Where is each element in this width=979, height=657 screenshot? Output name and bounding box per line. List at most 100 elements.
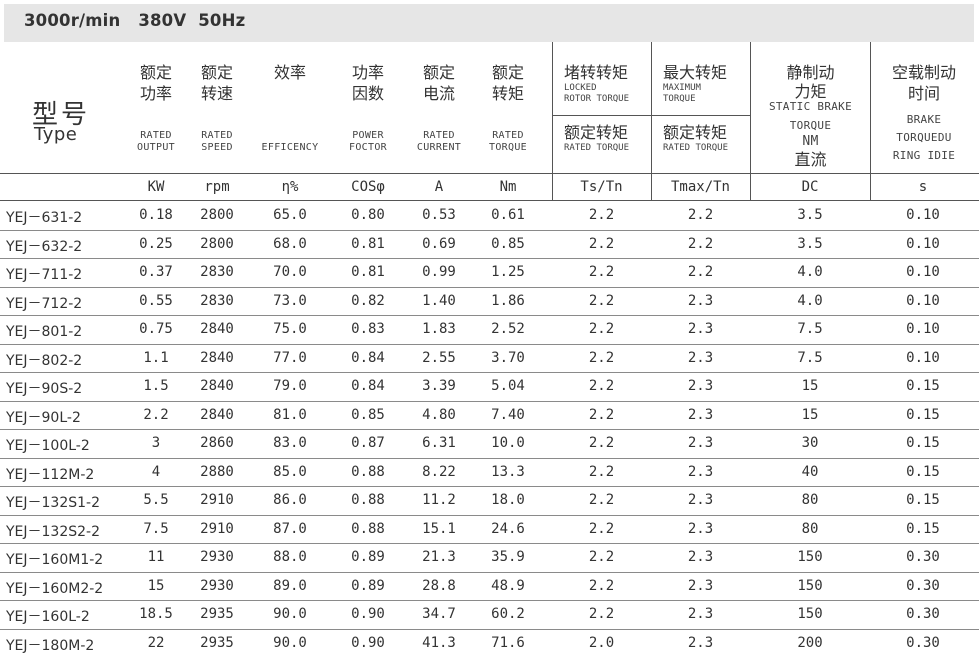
col-locked-rated-torque: 额定转矩 RATED TORQUE (564, 123, 630, 153)
value-cell: 3.70 (491, 349, 525, 366)
value-cell: 0.82 (351, 292, 385, 309)
value-cell: 2.55 (422, 349, 456, 366)
table-row: YEJ－801-2 0.75 2840 75.0 0.83 1.83 2.52 2.2 2.3 7… (0, 316, 979, 345)
row-divider (0, 258, 979, 259)
value-cell: 0.15 (906, 435, 940, 451)
value-cell: 4.0 (797, 264, 823, 280)
value-cell: 0.15 (906, 492, 940, 508)
value-cell: 0.61 (491, 207, 525, 223)
value-cell: 0.88 (351, 492, 385, 508)
value-cell: 34.7 (422, 606, 456, 622)
value-cell: 87.0 (273, 520, 307, 537)
value-cell: 0.25 (139, 235, 173, 252)
divider-maximum (651, 42, 652, 201)
row-divider (0, 486, 979, 487)
value-cell: 0.30 (906, 549, 940, 565)
value-cell: 2860 (200, 435, 234, 451)
value-cell: 150 (797, 606, 823, 622)
value-cell: 2.3 (687, 549, 714, 565)
type-label-cn: 型号 (32, 100, 91, 130)
value-cell: 0.80 (351, 207, 385, 223)
value-cell: 2.2 (588, 549, 615, 565)
table-row: YEJ－160L-2 18.5 2935 90.0 0.90 34.7 60.2 2.2 2.3… (0, 601, 979, 630)
unit-max-ratio: Tmax/Tn (670, 179, 730, 195)
value-cell: 85.0 (273, 463, 307, 480)
value-cell: 200 (797, 634, 823, 651)
model-cell: YEJ－100L-2 (6, 438, 90, 454)
value-cell: 2.0 (588, 634, 615, 651)
value-cell: 2840 (200, 321, 234, 337)
value-cell: 15 (801, 406, 819, 423)
row-divider (0, 372, 979, 373)
value-cell: 4 (151, 463, 161, 480)
model-cell: YEJ－801-2 (6, 324, 83, 340)
col-efficiency: 效率 EFFICENCY (261, 63, 319, 153)
value-cell: 0.85 (491, 235, 525, 252)
row-divider (0, 600, 979, 601)
value-cell: 7.5 (143, 520, 169, 537)
value-cell: 2.52 (491, 321, 525, 337)
divider-idle (870, 42, 871, 201)
value-cell: 79.0 (273, 378, 307, 394)
value-cell: 3.5 (797, 235, 823, 252)
model-cell: YEJ－90L-2 (6, 409, 81, 426)
value-cell: 5.04 (491, 378, 525, 394)
table-header: 型号 Type 额定 功率 RATED OUTPUT 额定 转速 RATED S… (0, 42, 979, 201)
row-divider (0, 286, 979, 288)
header-bottom-line (0, 200, 979, 201)
value-cell: 0.99 (422, 264, 456, 280)
value-cell: 18.0 (491, 492, 525, 508)
value-cell: 0.88 (351, 463, 385, 480)
value-cell: 0.15 (906, 378, 940, 394)
value-cell: 0.18 (139, 207, 173, 223)
value-cell: 2.2 (588, 463, 615, 480)
value-cell: 150 (797, 549, 823, 565)
value-cell: 2.2 (588, 264, 615, 280)
value-cell: 0.90 (351, 634, 385, 651)
value-cell: 1.1 (143, 349, 169, 366)
unit-efficiency: η% (281, 179, 299, 195)
value-cell: 89.0 (273, 577, 307, 594)
value-cell: 2.3 (687, 606, 714, 622)
value-cell: 81.0 (273, 406, 307, 423)
value-cell: 4.80 (422, 406, 456, 423)
value-cell: 7.5 (797, 321, 823, 337)
value-cell: 28.8 (422, 577, 456, 594)
col-rated-current: 额定 电流 RATED CURRENT (416, 63, 462, 153)
value-cell: 35.9 (491, 549, 525, 565)
value-cell: 90.0 (273, 634, 307, 651)
value-cell: 2.3 (687, 577, 714, 594)
value-cell: 2930 (200, 549, 234, 565)
value-cell: 0.87 (351, 435, 385, 451)
unit-output: KW (147, 179, 165, 195)
value-cell: 2.3 (687, 463, 714, 480)
value-cell: 0.10 (906, 235, 940, 252)
value-cell: 2.2 (588, 492, 615, 508)
model-cell: YEJ－180M-2 (6, 637, 95, 654)
value-cell: 15 (147, 577, 165, 594)
value-cell: 11.2 (422, 492, 456, 508)
value-cell: 2840 (200, 406, 234, 423)
value-cell: 1.5 (143, 378, 169, 394)
value-cell: 0.75 (139, 321, 173, 337)
value-cell: 0.81 (351, 264, 385, 280)
col-locked-rotor-torque: 堵转转矩 LOCKED ROTOR TORQUE (564, 63, 630, 104)
table-row: YEJ－90L-2 2.2 2840 81.0 0.85 4.80 7.40 2.2 2.3 15… (0, 402, 979, 430)
type-label-en: Type (34, 124, 78, 145)
value-cell: 0.10 (906, 349, 940, 366)
value-cell: 6.31 (422, 435, 456, 451)
row-divider (0, 571, 979, 573)
unit-dc: DC (801, 179, 819, 195)
value-cell: 13.3 (491, 463, 525, 480)
row-divider (0, 457, 979, 459)
value-cell: 7.40 (491, 406, 525, 423)
value-cell: 2840 (200, 378, 234, 394)
value-cell: 22 (147, 634, 165, 651)
col-static-brake-torque: 静制动 力矩 STATIC BRAKE TORQUE NM 直流 (768, 63, 853, 169)
value-cell: 10.0 (491, 435, 525, 451)
row-divider (0, 628, 979, 630)
value-cell: 0.15 (906, 520, 940, 537)
value-cell: 75.0 (273, 321, 307, 337)
value-cell: 2.2 (687, 207, 714, 223)
value-cell: 48.9 (491, 577, 525, 594)
